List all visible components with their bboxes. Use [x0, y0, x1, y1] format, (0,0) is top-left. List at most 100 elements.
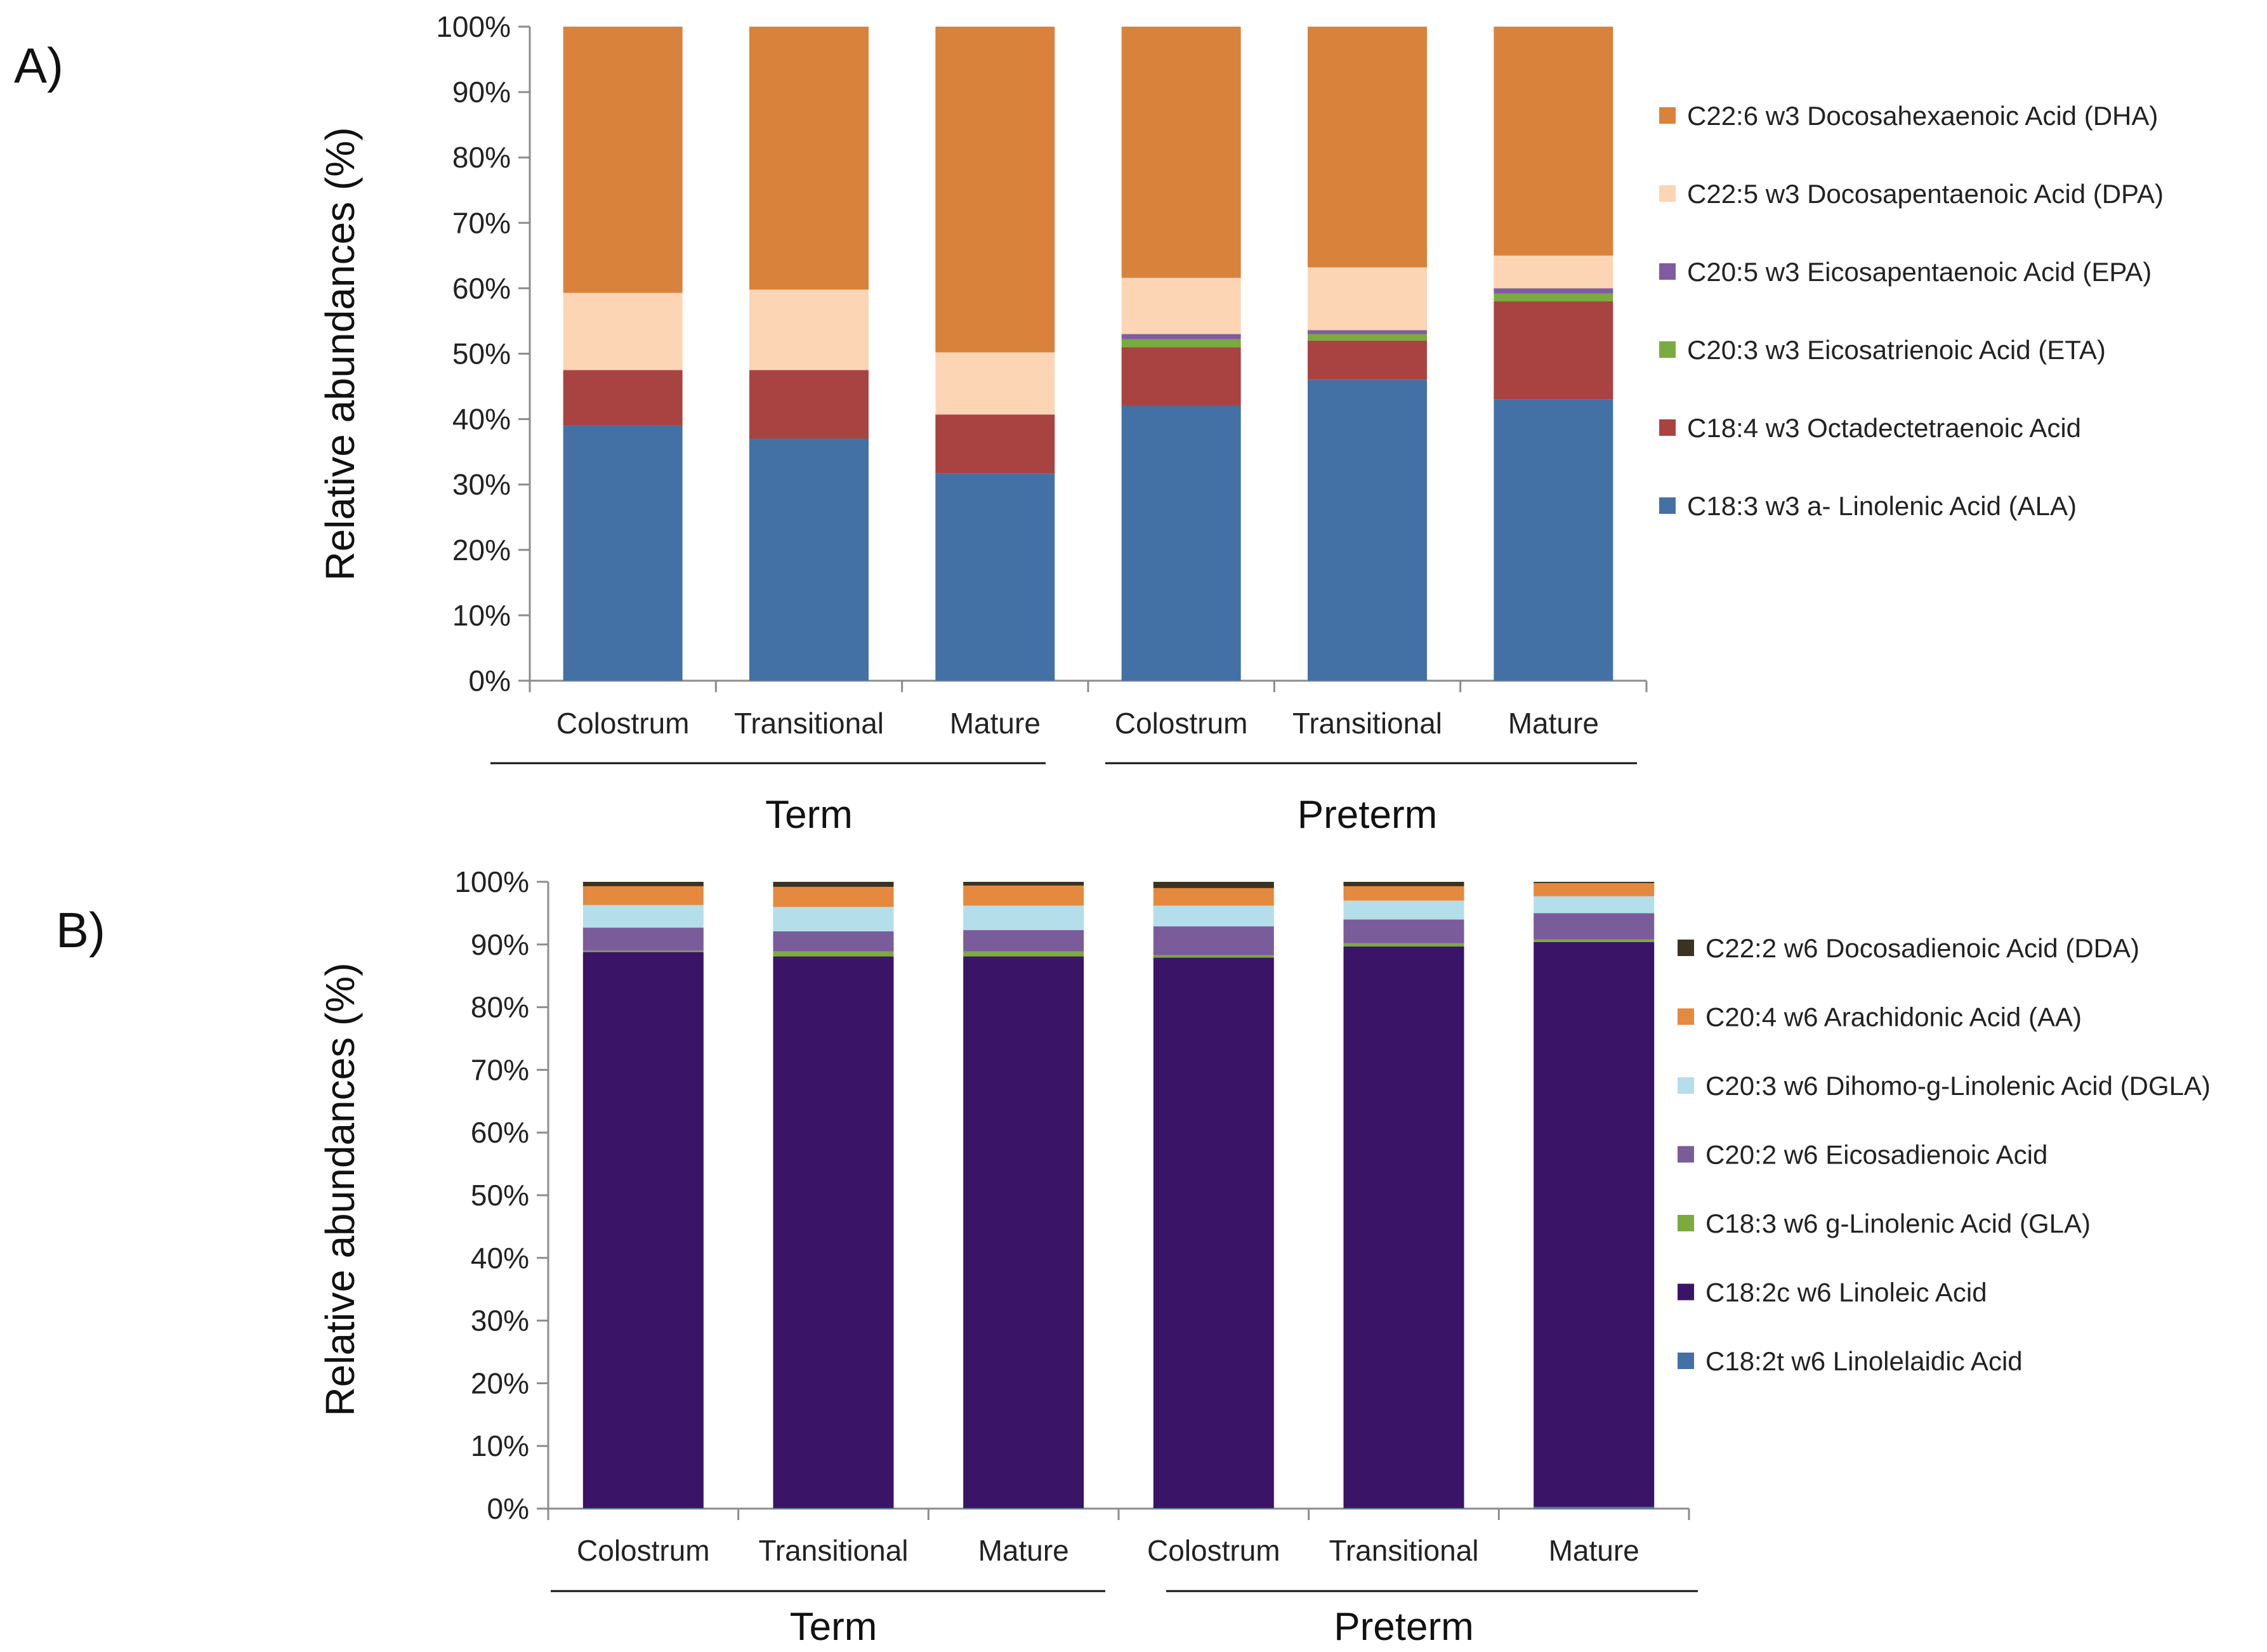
panel-a-bar-segment — [749, 289, 869, 370]
panel-a-y-tick-label: 70% — [452, 206, 511, 239]
panel-b-bar-segment — [1343, 882, 1464, 886]
panel-b-category-label: Transitional — [1329, 1534, 1478, 1567]
panel-b-bar-segment — [582, 1508, 704, 1509]
panel-a-bar-segment — [1308, 267, 1427, 331]
panel-b-legend-label: C20:4 w6 Arachidonic Acid (AA) — [1705, 1002, 2082, 1032]
panel-b-label: B) — [56, 902, 105, 958]
panel-b-bar-segment — [582, 928, 704, 951]
panel-a-bar-segment — [1494, 293, 1613, 302]
panel-a-bar-segment — [935, 473, 1055, 681]
panel-a-bar-segment — [935, 352, 1055, 415]
panel-b-category-label: Mature — [978, 1534, 1069, 1567]
panel-b-bar-segment — [1343, 900, 1464, 920]
panel-b-bar-segment — [1343, 946, 1464, 1509]
panel-a-legend-swatch — [1659, 419, 1676, 436]
panel-a-bar-segment — [563, 27, 683, 293]
panel-b-legend-swatch — [1678, 1283, 1694, 1301]
panel-a-legend-swatch — [1659, 263, 1676, 280]
panel-a-bar-segment — [749, 27, 869, 290]
panel-a-bar-segment — [563, 292, 683, 370]
panel-a-group-label: Preterm — [1298, 793, 1437, 837]
panel-a-y-axis-title: Relative abundances (%) — [317, 127, 363, 580]
panel-a-bar-segment — [1308, 330, 1427, 334]
panel-b-legend-label: C20:2 w6 Eicosadienoic Acid — [1705, 1140, 2047, 1170]
panel-b-legend-label: C18:2c w6 Linoleic Acid — [1705, 1278, 1987, 1308]
panel-b-legend-label: C18:3 w6 g-Linolenic Acid (GLA) — [1705, 1209, 2091, 1238]
panel-a-bar-segment — [563, 425, 683, 681]
panel-b-bar-segment — [1343, 943, 1464, 947]
panel-b-bar-segment — [1534, 1507, 1655, 1509]
panel-a-bar-segment — [1494, 399, 1613, 681]
panel-a-bar-segment — [1308, 27, 1427, 268]
panel-b-bar-segment — [1343, 919, 1464, 943]
panel-b-group-label: Preterm — [1334, 1605, 1473, 1649]
panel-a-category-label: Mature — [950, 707, 1041, 740]
panel-a-legend-swatch — [1659, 107, 1676, 124]
panel-b-bar-segment — [582, 882, 704, 886]
panel-b-bar-segment — [1153, 905, 1274, 927]
panel-b-bar-segment — [773, 956, 894, 1509]
panel-a-bar-segment — [1121, 347, 1241, 406]
panel-b-category-label: Mature — [1549, 1534, 1639, 1567]
panel-a-category-label: Transitional — [1292, 707, 1442, 740]
panel-a-bar-segment — [1121, 334, 1241, 339]
panel-a-bar-segment — [749, 370, 869, 439]
panel-b-y-tick-label: 40% — [471, 1242, 529, 1275]
panel-b-group-label: Term — [790, 1605, 877, 1649]
panel-b-bar-segment — [582, 905, 704, 928]
panel-b-y-tick-label: 60% — [471, 1116, 529, 1149]
panel-b-y-tick-label: 100% — [454, 865, 529, 898]
panel-b-bar-segment — [963, 1508, 1084, 1509]
panel-b-bar-segment — [773, 882, 894, 887]
panel-b-bar-segment — [773, 907, 894, 932]
panel-b-y-tick-label: 50% — [471, 1179, 529, 1212]
panel-b-bar-segment — [963, 956, 1084, 1509]
panel-a-y-tick-label: 10% — [452, 599, 511, 632]
panel-b-legend-swatch — [1678, 1008, 1694, 1025]
panel-a-bar-segment — [1494, 255, 1613, 289]
panel-a-bar-segment — [563, 370, 683, 426]
panel-b-bar-segment — [1153, 882, 1274, 888]
panel-b-bar-segment — [1153, 926, 1274, 955]
panel-b-bar-segment — [1153, 957, 1274, 1509]
panel-b-bar-segment — [582, 886, 704, 905]
panel-a-bar-segment — [1308, 334, 1427, 341]
panel-b-legend-swatch — [1678, 1353, 1694, 1369]
panel-b-legend-label: C20:3 w6 Dihomo-g-Linolenic Acid (DGLA) — [1705, 1071, 2211, 1101]
panel-b-y-tick-label: 90% — [471, 928, 529, 961]
panel-a-y-tick-label: 80% — [452, 141, 511, 174]
panel-b-bar-segment — [963, 951, 1084, 957]
panel-b-category-label: Transitional — [758, 1534, 908, 1567]
panel-a-bar-segment — [1121, 277, 1241, 334]
panel-a-y-tick-label: 100% — [436, 10, 511, 43]
panel-b-bar-segment — [582, 950, 704, 952]
panel-a-legend-label: C18:3 w3 a- Linolenic Acid (ALA) — [1687, 491, 2077, 521]
panel-a-y-tick-label: 40% — [452, 403, 511, 436]
panel-a-legend-label: C22:6 w3 Docosahexaenoic Acid (DHA) — [1687, 101, 2158, 131]
panel-a-bar-segment — [1494, 301, 1613, 400]
panel-a-bar-segment — [1308, 340, 1427, 380]
panel-b-y-axis-title: Relative abundances (%) — [317, 962, 363, 1416]
panel-a-bar-segment — [935, 27, 1055, 353]
panel-b-y-tick-label: 80% — [471, 991, 529, 1024]
panel-b-legend-swatch — [1678, 1077, 1694, 1094]
panel-b-bar-segment — [1343, 1508, 1464, 1509]
panel-a-y-tick-label: 30% — [452, 468, 511, 501]
panel-a-bar-segment — [1494, 27, 1613, 256]
panel-b-bar-segment — [1534, 896, 1655, 914]
panel-b-bar-segment — [1534, 939, 1655, 942]
panel-b-legend-swatch — [1678, 1215, 1694, 1231]
panel-a-bar-segment — [1494, 288, 1613, 294]
panel-b-legend-label: C22:2 w6 Docosadienoic Acid (DDA) — [1705, 933, 2139, 963]
panel-a-bar-segment — [935, 414, 1055, 474]
panel-a-group-label: Term — [765, 793, 853, 837]
panel-b-bar-segment — [773, 886, 894, 907]
panel-b-bar-segment — [1343, 886, 1464, 901]
panel-b-y-tick-label: 10% — [471, 1429, 529, 1462]
panel-a-category-label: Colostrum — [556, 707, 690, 740]
panel-b-bar-segment — [1534, 941, 1655, 1507]
panel-b-y-tick-label: 0% — [487, 1492, 529, 1525]
panel-b-bar-segment — [1534, 882, 1655, 883]
panel-a-category-label: Transitional — [734, 707, 884, 740]
